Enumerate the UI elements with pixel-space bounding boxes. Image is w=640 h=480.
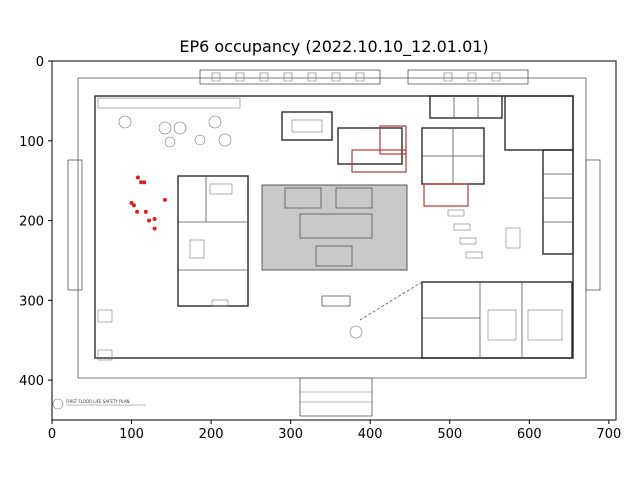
window-diamond <box>307 72 317 82</box>
window-diamond <box>259 72 269 82</box>
core-room <box>284 187 322 209</box>
x-tick-label: 700 <box>596 427 621 442</box>
window-diamond <box>283 72 293 82</box>
highlighted-room <box>351 149 407 173</box>
table <box>118 115 132 129</box>
training-table <box>505 227 521 249</box>
window-diamond <box>235 72 245 82</box>
y-axis: 0 100 200 300 400 <box>19 55 52 389</box>
right-bumpout <box>585 159 601 291</box>
y-tick-label: 200 <box>19 215 44 230</box>
occupancy-point <box>135 209 140 214</box>
restroom <box>337 127 403 165</box>
training-table <box>447 209 465 217</box>
x-tick-label: 100 <box>119 427 144 442</box>
window-diamond <box>467 72 477 82</box>
window-diamond <box>331 72 341 82</box>
seating-block <box>487 309 517 341</box>
lower-right-offices <box>421 281 573 359</box>
x-tick-label: 400 <box>358 427 383 442</box>
occupancy-point <box>143 209 148 214</box>
occupancy-point <box>142 180 147 185</box>
window-diamond <box>443 72 453 82</box>
occupancy-point <box>147 218 152 223</box>
training-table <box>459 237 477 245</box>
seating-block <box>527 309 563 341</box>
y-tick-label: 300 <box>19 294 44 309</box>
plot-area: FIRST FLOOR LIFE SAFETY PLAN <box>51 60 617 421</box>
occupancy-point <box>139 180 144 185</box>
table <box>218 133 232 147</box>
table <box>194 134 206 146</box>
conference-table <box>291 119 323 133</box>
furniture-cluster <box>118 115 232 148</box>
table <box>164 136 176 148</box>
occupancy-point <box>152 226 157 231</box>
top-right-offices <box>429 95 503 119</box>
x-tick-label: 600 <box>517 427 542 442</box>
plan-caption: FIRST FLOOR LIFE SAFETY PLAN <box>66 399 130 404</box>
corner-office <box>504 95 574 151</box>
highlighted-room <box>423 183 469 207</box>
training-table <box>465 251 483 259</box>
desk-strip <box>97 97 241 109</box>
core-room <box>299 213 373 239</box>
north-arrow <box>52 398 64 410</box>
table <box>208 115 222 129</box>
occupancy-point <box>135 175 140 180</box>
elevator <box>315 245 353 267</box>
chart-title: EP6 occupancy (2022.10.10_12.01.01) <box>179 37 488 57</box>
table <box>173 121 187 135</box>
x-tick-label: 300 <box>278 427 303 442</box>
entrance-stairs <box>299 377 373 417</box>
window-diamond <box>355 72 365 82</box>
occupancy-points <box>129 175 167 231</box>
x-tick-label: 500 <box>437 427 462 442</box>
table <box>158 121 172 135</box>
central-core <box>261 184 408 271</box>
y-tick-label: 0 <box>36 55 44 70</box>
plot-frame <box>51 60 617 421</box>
training-table <box>453 223 471 231</box>
occupancy-point <box>162 197 167 202</box>
x-axis: 0 100 200 300 400 500 600 700 <box>48 420 621 442</box>
window-diamond <box>211 72 221 82</box>
top-bumpout <box>199 69 381 85</box>
office-desk <box>211 299 229 307</box>
highlighted-room <box>379 125 407 155</box>
top-right-bumpout <box>407 69 529 85</box>
storage-block <box>97 309 113 323</box>
office-desk <box>189 239 205 259</box>
office-desk <box>209 183 233 195</box>
diagonal-corridor <box>359 281 423 321</box>
occupancy-point <box>131 203 136 208</box>
occupancy-point <box>152 216 157 221</box>
y-tick-label: 100 <box>19 135 44 150</box>
storage-block <box>97 349 113 361</box>
window-row <box>211 72 501 82</box>
lobby-column <box>349 325 363 339</box>
x-tick-label: 200 <box>199 427 224 442</box>
y-tick-label: 400 <box>19 374 44 389</box>
conference-room <box>281 111 333 141</box>
core-room <box>335 187 373 209</box>
window-diamond <box>491 72 501 82</box>
lobby-desk <box>321 295 351 307</box>
side-office <box>542 149 574 255</box>
floor-plan-image: FIRST FLOOR LIFE SAFETY PLAN <box>52 69 601 417</box>
training-room-tables <box>447 209 521 259</box>
x-tick-label: 0 <box>48 427 56 442</box>
left-bumpout <box>67 159 83 291</box>
